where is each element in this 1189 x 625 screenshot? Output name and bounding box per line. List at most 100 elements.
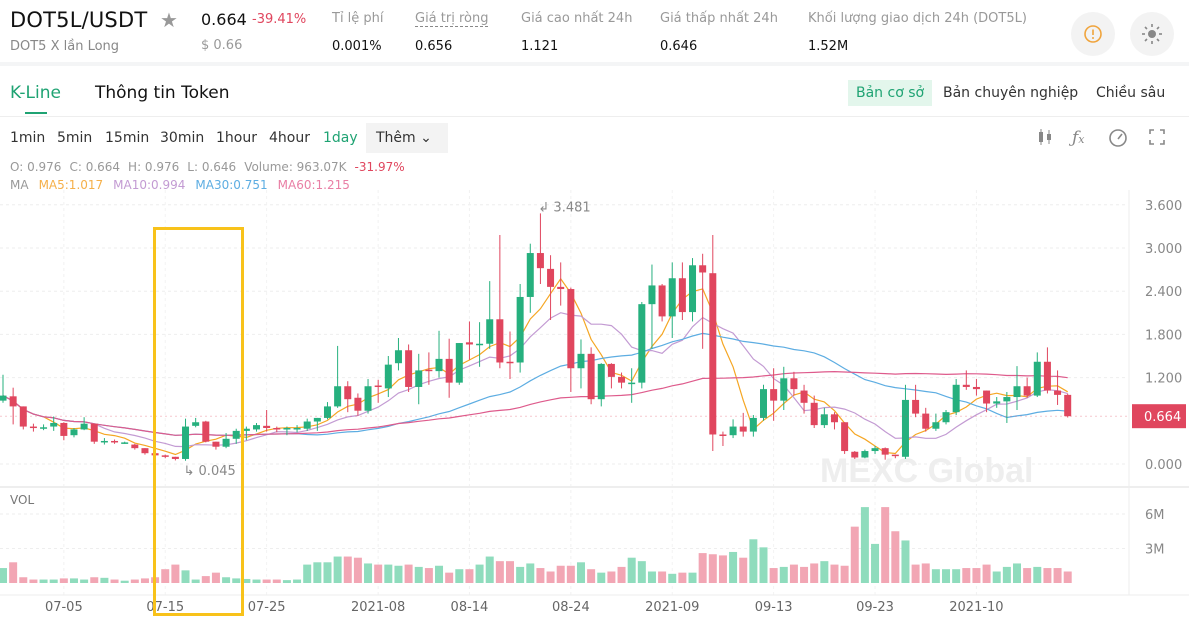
- volume-bar: [0, 568, 7, 583]
- mode-depth[interactable]: Chiều sâu: [1096, 85, 1166, 101]
- volume-bar: [658, 571, 667, 583]
- volume-bar: [647, 571, 656, 583]
- volume-bar: [972, 568, 981, 583]
- volume-bar: [293, 579, 302, 583]
- candle-down: [131, 444, 139, 449]
- candle-up: [689, 265, 697, 313]
- fullscreen-icon[interactable]: [1148, 128, 1166, 151]
- interval-15min[interactable]: 15min: [105, 130, 150, 146]
- volume-bar: [850, 526, 859, 583]
- mode-basic[interactable]: Bản cơ sở: [848, 80, 933, 106]
- more-intervals-dropdown[interactable]: Thêm ⌄: [366, 123, 448, 153]
- candle-down: [983, 390, 991, 404]
- volume-bar: [739, 557, 748, 583]
- volume-bar: [576, 562, 585, 583]
- volume-bar: [921, 563, 930, 583]
- volume-bar: [800, 566, 809, 583]
- price-change: -39.41%: [252, 12, 307, 27]
- time-tick-label: 2021-09: [645, 600, 699, 615]
- candle-up: [577, 353, 585, 369]
- volume-bar: [49, 579, 58, 583]
- volume-bar: [384, 564, 393, 583]
- candle-down: [536, 253, 544, 269]
- candle-down: [202, 421, 210, 442]
- candle-up: [648, 285, 656, 305]
- tab-token-info[interactable]: Thông tin Token: [95, 83, 230, 103]
- candle-up: [253, 425, 260, 430]
- candle-up: [283, 428, 291, 430]
- candle-type-icon[interactable]: [1036, 128, 1054, 151]
- chevron-down-icon: ⌄: [420, 130, 432, 146]
- candle-up: [729, 426, 737, 436]
- volume-bar: [779, 566, 788, 583]
- volume-bar: [536, 568, 545, 583]
- volume-bar: [59, 578, 68, 583]
- price-tick-label: 1.800: [1145, 328, 1182, 343]
- last-price-tag: [1132, 404, 1186, 429]
- candle-up: [182, 426, 190, 459]
- candle-down: [405, 350, 413, 387]
- volume-bar: [394, 565, 403, 583]
- candle-up: [222, 438, 230, 447]
- interval-1day[interactable]: 1day: [323, 130, 358, 146]
- candle-down: [1064, 394, 1072, 417]
- ma10-line: [2, 312, 1068, 448]
- volume-bar: [566, 565, 575, 583]
- time-tick-label: 08-24: [552, 600, 590, 615]
- candle-down: [891, 454, 899, 457]
- volume-bar: [19, 577, 28, 583]
- time-tick-label: 2021-10: [949, 600, 1003, 615]
- candle-up: [40, 427, 48, 429]
- interval-5min[interactable]: 5min: [57, 130, 93, 146]
- volume-bar: [840, 565, 849, 583]
- candle-down: [212, 441, 220, 447]
- indicator-fx-icon[interactable]: ƒx: [1072, 128, 1085, 148]
- candle-up: [121, 442, 129, 444]
- volume-bar: [627, 557, 636, 583]
- more-label: Thêm: [376, 130, 416, 146]
- stat-label-nav[interactable]: Giá trị ròng: [415, 11, 489, 27]
- volume-bar: [211, 572, 220, 583]
- ma5-value: MA5:1.017: [38, 178, 104, 192]
- volume-bar: [1033, 566, 1042, 583]
- mode-pro[interactable]: Bản chuyên nghiệp: [943, 85, 1079, 101]
- theme-toggle-button[interactable]: [1130, 12, 1174, 56]
- volume-bar: [404, 564, 413, 583]
- candle-up: [435, 358, 443, 372]
- volume-bar: [252, 579, 261, 583]
- active-tab-indicator: [25, 112, 47, 114]
- favorite-star-icon[interactable]: ★: [160, 8, 178, 32]
- volume-bar: [708, 554, 717, 583]
- interval-30min[interactable]: 30min: [160, 130, 205, 146]
- candle-down: [9, 396, 17, 407]
- volume-bar: [1002, 566, 1011, 583]
- candle-down: [587, 353, 595, 400]
- volume-bar: [587, 569, 596, 583]
- candle-up: [901, 399, 909, 457]
- settings-gauge-icon[interactable]: [1108, 128, 1128, 153]
- warning-button[interactable]: [1071, 12, 1115, 56]
- volume-bar: [1053, 568, 1062, 583]
- interval-4hour[interactable]: 4hour: [269, 130, 310, 146]
- pair-title: DOT5L/USDT: [10, 8, 148, 32]
- candle-down: [841, 422, 849, 452]
- candle-up: [303, 421, 311, 429]
- candlestick-chart[interactable]: MEXC Global 3.600 3.000 2.400 1.800 1.200 0.00…: [0, 190, 1189, 625]
- candle-down: [658, 285, 666, 317]
- volume-bar: [455, 569, 464, 583]
- volume-bar: [810, 563, 819, 583]
- volume-bar: [881, 507, 890, 583]
- candle-down: [607, 363, 615, 377]
- volume-bar: [232, 578, 241, 583]
- volume-label: VOL: [10, 493, 34, 507]
- volume-bar: [69, 578, 78, 583]
- interval-1hour[interactable]: 1hour: [216, 130, 257, 146]
- interval-1min[interactable]: 1min: [10, 130, 46, 146]
- candle-up: [993, 401, 1001, 404]
- volume-bar: [506, 561, 514, 583]
- candle-up: [242, 428, 250, 431]
- volume-bar: [789, 564, 798, 583]
- volume-bar: [272, 579, 281, 583]
- volume-bar: [201, 576, 210, 583]
- tab-kline[interactable]: K-Line: [10, 83, 61, 103]
